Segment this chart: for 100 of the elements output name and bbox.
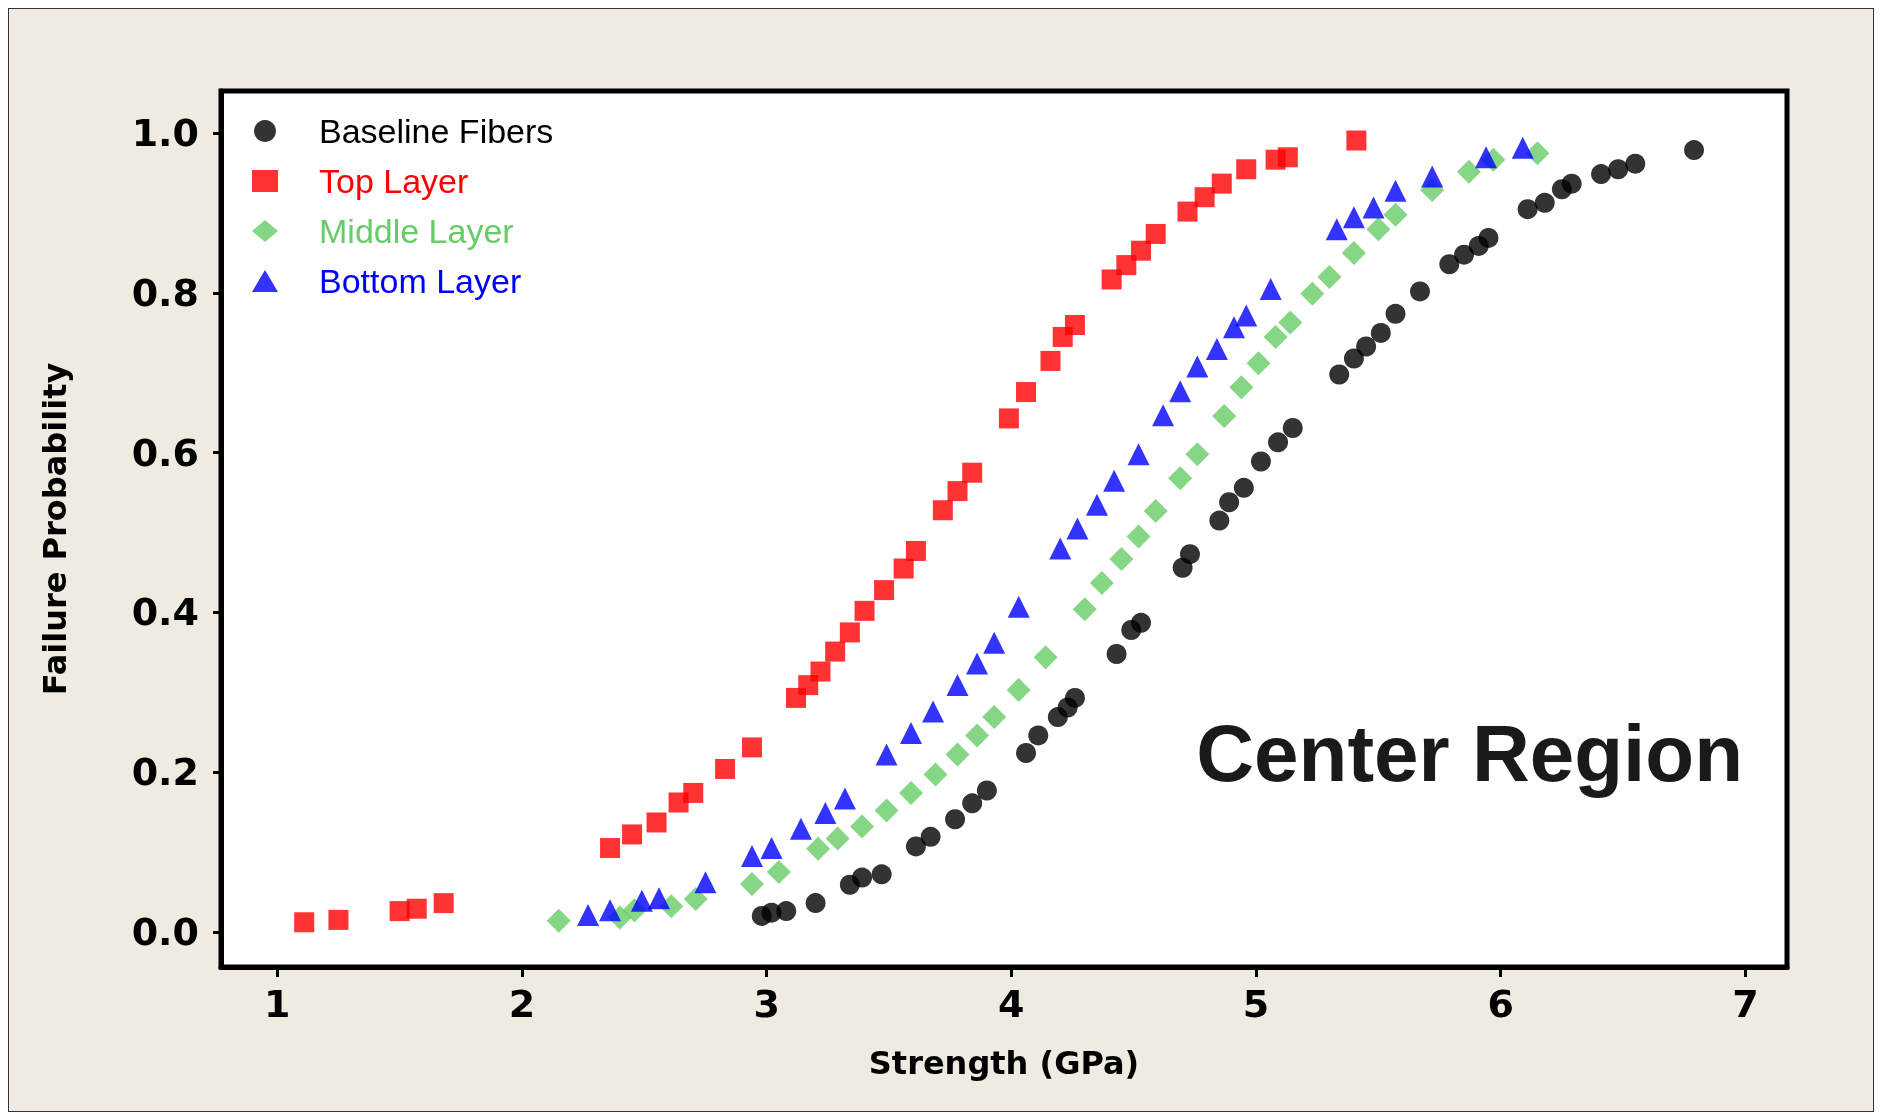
legend-label: Top Layer — [319, 162, 469, 200]
y-tick-label: 0.8 — [131, 271, 199, 316]
x-tick-label: 4 — [998, 982, 1025, 1026]
point — [1421, 165, 1444, 188]
point — [1362, 196, 1385, 219]
point — [1456, 159, 1481, 184]
point — [976, 780, 997, 801]
point — [1072, 597, 1097, 622]
point — [923, 762, 948, 787]
point — [1259, 278, 1282, 301]
point — [600, 838, 621, 859]
point — [1385, 303, 1406, 324]
point — [965, 723, 990, 748]
point — [1370, 322, 1391, 343]
point — [1016, 743, 1037, 763]
point — [1263, 324, 1288, 349]
point — [646, 812, 667, 833]
point — [875, 743, 898, 766]
point — [1103, 469, 1126, 492]
point — [1116, 255, 1137, 276]
point — [1511, 136, 1534, 159]
x-tick-label: 7 — [1732, 982, 1759, 1026]
point — [854, 600, 875, 621]
point — [1186, 355, 1209, 378]
legend-label: Middle Layer — [319, 212, 514, 250]
point — [1209, 510, 1230, 531]
point — [599, 899, 622, 922]
point — [1066, 517, 1089, 540]
point — [1085, 493, 1108, 516]
point — [433, 893, 454, 914]
point — [1625, 153, 1646, 174]
point — [900, 722, 923, 745]
point — [825, 641, 846, 662]
point — [1219, 492, 1240, 513]
point — [983, 631, 1006, 654]
point — [1268, 432, 1289, 453]
point — [1235, 304, 1258, 327]
point — [874, 580, 895, 601]
x-tick-label: 1 — [264, 982, 291, 1026]
point — [1534, 192, 1555, 213]
point — [294, 912, 315, 933]
point — [1211, 173, 1232, 194]
point — [1016, 382, 1037, 403]
point — [1212, 404, 1237, 429]
point — [1684, 140, 1705, 161]
point — [1126, 524, 1151, 549]
point — [1608, 159, 1629, 180]
point — [871, 864, 892, 885]
point — [920, 826, 941, 847]
point — [962, 462, 983, 483]
point — [1064, 314, 1085, 335]
point — [1342, 206, 1365, 229]
point — [1383, 202, 1408, 227]
point — [1185, 442, 1210, 467]
point — [1346, 130, 1367, 151]
x-tick-label: 2 — [508, 982, 536, 1026]
point — [1475, 146, 1498, 169]
point — [766, 859, 791, 884]
point — [874, 798, 899, 823]
y-tick-label: 1.0 — [131, 111, 199, 156]
point — [1007, 595, 1030, 618]
point — [833, 787, 856, 810]
point — [814, 801, 837, 824]
point — [328, 909, 349, 930]
point — [945, 742, 970, 767]
point — [1064, 687, 1085, 708]
point — [1033, 645, 1058, 670]
point — [715, 758, 736, 779]
point — [1101, 269, 1122, 290]
point — [622, 824, 643, 845]
point — [1145, 223, 1166, 244]
point — [739, 871, 764, 896]
legend-label: Bottom Layer — [319, 262, 522, 300]
point — [1250, 451, 1271, 472]
point — [893, 558, 914, 579]
y-axis-title: Failure Probability — [36, 362, 74, 696]
point — [806, 836, 831, 861]
y-tick-label: 0.6 — [131, 430, 199, 475]
point — [932, 500, 953, 521]
point — [966, 652, 989, 675]
point — [998, 408, 1019, 429]
point — [577, 904, 600, 927]
point — [1329, 364, 1350, 385]
point — [946, 674, 969, 697]
point — [694, 871, 717, 894]
point — [1409, 281, 1430, 302]
point — [1300, 281, 1325, 306]
point — [1131, 240, 1152, 261]
point — [546, 908, 571, 933]
point — [789, 817, 812, 840]
point — [905, 540, 926, 561]
point — [810, 661, 831, 682]
point — [647, 887, 670, 910]
point — [741, 737, 762, 758]
point — [1040, 350, 1061, 371]
point — [962, 793, 983, 814]
point — [1343, 348, 1364, 369]
point — [947, 481, 968, 502]
point — [740, 845, 763, 867]
point — [776, 901, 797, 922]
